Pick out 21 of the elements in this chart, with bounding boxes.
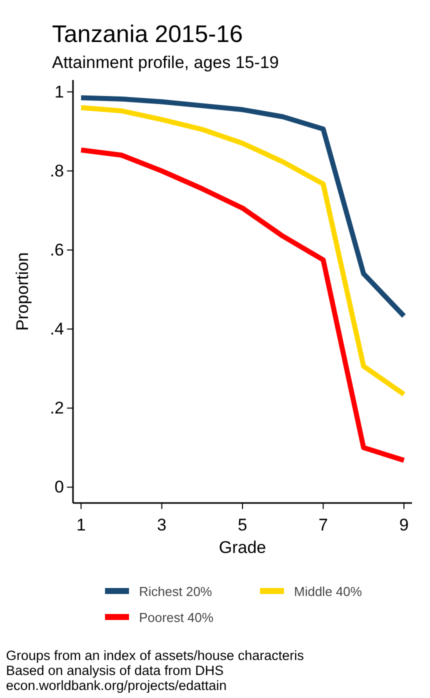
x-axis-title: Grade <box>218 538 266 557</box>
y-tick-label: .2 <box>50 398 64 418</box>
y-tick-label: .4 <box>50 319 64 338</box>
y-tick-label: .6 <box>50 240 64 260</box>
x-tick-label: 9 <box>399 516 409 535</box>
y-tick-label: .8 <box>50 161 64 180</box>
chart-subtitle: Attainment profile, ages 15-19 <box>52 53 279 72</box>
chart-title: Tanzania 2015-16 <box>52 21 243 48</box>
legend-label: Richest 20% <box>139 584 212 599</box>
y-tick-label: 0 <box>54 478 64 497</box>
text: Based on analysis of data from DHS <box>6 663 224 678</box>
x-tick-label: 1 <box>76 516 86 535</box>
y-tick-label: 1 <box>54 82 64 102</box>
y-axis-title: Proportion <box>13 252 32 331</box>
x-tick-label: 5 <box>238 516 248 535</box>
legend-label: Poorest 40% <box>139 610 214 625</box>
text: econ.worldbank.org/projects/edattain <box>6 678 227 693</box>
legend-label: Middle 40% <box>294 584 362 599</box>
x-tick-label: 3 <box>157 516 167 535</box>
x-tick-label: 7 <box>318 516 328 535</box>
text: Groups from an index of assets/house characteris <box>6 648 304 663</box>
